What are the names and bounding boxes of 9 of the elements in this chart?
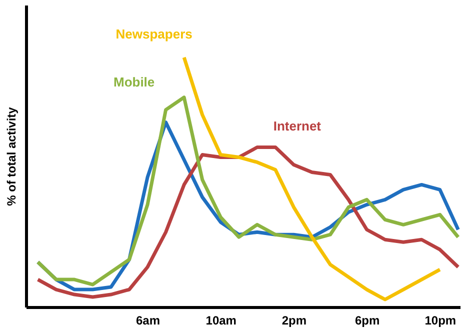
y-axis-title: % of total activity [4, 106, 18, 206]
x-tick-label: 10pm [424, 314, 456, 328]
series-label: Newspapers [116, 26, 192, 42]
x-tick-label: 10am [206, 314, 236, 328]
x-tick-label: 6pm [354, 314, 380, 328]
series-label: Internet [273, 118, 322, 134]
series-label: Mobile [113, 74, 155, 90]
x-tick-label: 6am [136, 314, 160, 328]
x-tick-label: 2pm [282, 314, 307, 328]
